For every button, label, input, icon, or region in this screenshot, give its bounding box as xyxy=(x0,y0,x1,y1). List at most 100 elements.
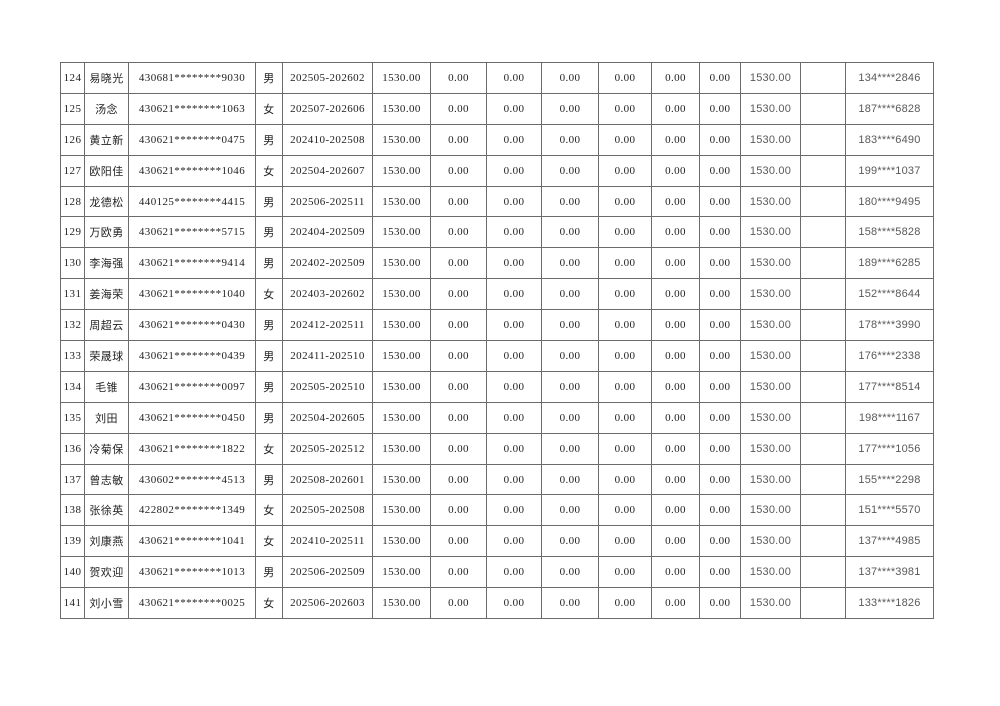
cell-zero-5: 0.00 xyxy=(651,123,700,156)
cell-id-number: 430681********9030 xyxy=(128,62,256,94)
cell-row-number: 124 xyxy=(60,62,85,94)
cell-phone: 198****1167 xyxy=(845,401,934,434)
cell-id-number: 422802********1349 xyxy=(128,494,256,527)
payment-roster-body: 124 易晓光 430681********9030 男 202505-202602 15… xyxy=(60,62,934,620)
cell-row-number: 131 xyxy=(60,278,85,311)
cell-zero-6: 0.00 xyxy=(699,494,741,527)
cell-zero-2: 0.00 xyxy=(486,494,542,527)
cell-row-number: 136 xyxy=(60,432,85,465)
cell-zero-4: 0.00 xyxy=(598,62,652,94)
cell-name: 冷菊保 xyxy=(84,432,129,465)
cell-total: 1530.00 xyxy=(740,587,801,620)
cell-row-number: 135 xyxy=(60,401,85,434)
cell-zero-3: 0.00 xyxy=(541,556,599,589)
cell-id-number: 430621********0439 xyxy=(128,340,256,372)
cell-zero-3: 0.00 xyxy=(541,278,599,311)
cell-phone: 133****1826 xyxy=(845,587,934,620)
cell-zero-2: 0.00 xyxy=(486,432,542,465)
cell-gender: 男 xyxy=(255,216,283,249)
cell-row-number: 141 xyxy=(60,587,85,620)
cell-row-number: 125 xyxy=(60,92,85,125)
table-row: 131 姜海荣 430621********1040 女 202403-202602 15… xyxy=(60,278,934,311)
cell-zero-2: 0.00 xyxy=(486,587,542,620)
cell-amount: 1530.00 xyxy=(372,556,431,589)
table-row: 135 刘田 430621********0450 男 202504-202605 153… xyxy=(60,401,934,434)
cell-period: 202508-202601 xyxy=(282,463,373,496)
cell-period: 202410-202511 xyxy=(282,525,373,558)
cell-zero-4: 0.00 xyxy=(598,556,652,589)
table-row: 137 曾志敏 430602********4513 男 202508-202601 15… xyxy=(60,463,934,496)
cell-name: 黄立新 xyxy=(84,123,129,156)
cell-zero-3: 0.00 xyxy=(541,216,599,249)
cell-total: 1530.00 xyxy=(740,309,801,342)
cell-total: 1530.00 xyxy=(740,278,801,311)
cell-zero-4: 0.00 xyxy=(598,92,652,125)
cell-zero-6: 0.00 xyxy=(699,401,741,434)
cell-name: 张徐英 xyxy=(84,494,129,527)
cell-zero-4: 0.00 xyxy=(598,587,652,620)
cell-zero-6: 0.00 xyxy=(699,587,741,620)
cell-name: 贺欢迎 xyxy=(84,556,129,589)
cell-zero-3: 0.00 xyxy=(541,309,599,342)
cell-period: 202506-202509 xyxy=(282,556,373,589)
cell-zero-2: 0.00 xyxy=(486,92,542,125)
cell-blank xyxy=(800,463,846,496)
cell-gender: 女 xyxy=(255,525,283,558)
cell-zero-3: 0.00 xyxy=(541,92,599,125)
cell-period: 202507-202606 xyxy=(282,92,373,125)
cell-id-number: 430621********0430 xyxy=(128,309,256,342)
cell-gender: 男 xyxy=(255,123,283,156)
cell-zero-3: 0.00 xyxy=(541,463,599,496)
cell-name: 周超云 xyxy=(84,309,129,342)
cell-row-number: 130 xyxy=(60,247,85,280)
cell-gender: 女 xyxy=(255,587,283,620)
cell-id-number: 430621********9414 xyxy=(128,247,256,280)
cell-amount: 1530.00 xyxy=(372,587,431,620)
cell-blank xyxy=(800,216,846,249)
cell-zero-1: 0.00 xyxy=(430,216,487,249)
cell-zero-6: 0.00 xyxy=(699,309,741,342)
cell-zero-4: 0.00 xyxy=(598,525,652,558)
cell-row-number: 129 xyxy=(60,216,85,249)
cell-phone: 177****1056 xyxy=(845,432,934,465)
cell-gender: 男 xyxy=(255,309,283,342)
cell-gender: 女 xyxy=(255,92,283,125)
cell-total: 1530.00 xyxy=(740,525,801,558)
cell-period: 202411-202510 xyxy=(282,340,373,372)
cell-name: 刘小雪 xyxy=(84,587,129,620)
table-row: 130 李海强 430621********9414 男 202402-202509 15… xyxy=(60,247,934,280)
cell-zero-1: 0.00 xyxy=(430,123,487,156)
cell-total: 1530.00 xyxy=(740,62,801,94)
cell-zero-1: 0.00 xyxy=(430,494,487,527)
cell-zero-5: 0.00 xyxy=(651,556,700,589)
cell-id-number: 430621********1046 xyxy=(128,154,256,187)
cell-amount: 1530.00 xyxy=(372,525,431,558)
cell-zero-2: 0.00 xyxy=(486,185,542,218)
cell-phone: 199****1037 xyxy=(845,154,934,187)
cell-zero-6: 0.00 xyxy=(699,370,741,403)
cell-blank xyxy=(800,370,846,403)
cell-id-number: 430621********1041 xyxy=(128,525,256,558)
cell-gender: 男 xyxy=(255,247,283,280)
cell-total: 1530.00 xyxy=(740,123,801,156)
cell-id-number: 430602********4513 xyxy=(128,463,256,496)
cell-name: 刘康燕 xyxy=(84,525,129,558)
table-row: 132 周超云 430621********0430 男 202412-202511 15… xyxy=(60,309,934,342)
cell-zero-1: 0.00 xyxy=(430,370,487,403)
cell-zero-2: 0.00 xyxy=(486,463,542,496)
table-row: 140 贺欢迎 430621********1013 男 202506-202509 15… xyxy=(60,556,934,589)
cell-zero-6: 0.00 xyxy=(699,123,741,156)
cell-phone: 158****5828 xyxy=(845,216,934,249)
cell-zero-3: 0.00 xyxy=(541,340,599,372)
cell-gender: 男 xyxy=(255,62,283,94)
cell-phone: 189****6285 xyxy=(845,247,934,280)
cell-gender: 男 xyxy=(255,370,283,403)
cell-amount: 1530.00 xyxy=(372,123,431,156)
cell-blank xyxy=(800,278,846,311)
cell-zero-5: 0.00 xyxy=(651,216,700,249)
cell-phone: 151****5570 xyxy=(845,494,934,527)
cell-id-number: 430621********0025 xyxy=(128,587,256,620)
cell-total: 1530.00 xyxy=(740,340,801,372)
cell-total: 1530.00 xyxy=(740,154,801,187)
